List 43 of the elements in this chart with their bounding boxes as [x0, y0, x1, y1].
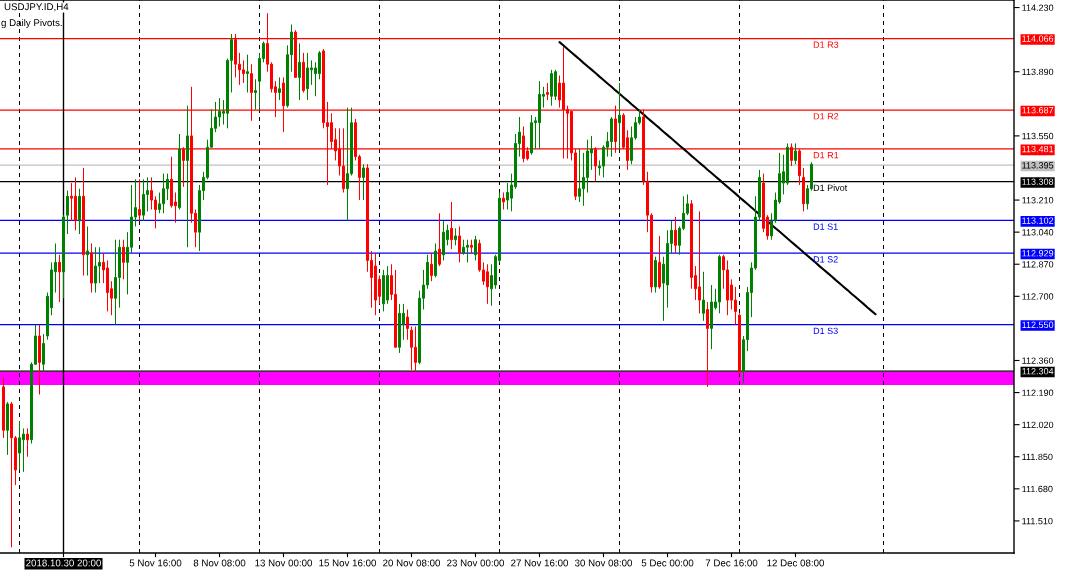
- ref-line-label: D1 R2: [813, 113, 839, 120]
- x-tick-label: 12 Dec 08:00: [767, 559, 825, 567]
- y-tick-label: 111.680: [1022, 485, 1053, 493]
- y-tick-label: 112.360: [1022, 357, 1054, 364]
- y-tick-label: 113.890: [1022, 68, 1054, 76]
- ref-line-label: D1 S1: [813, 223, 838, 230]
- y-tick-label: 112.304: [1022, 368, 1054, 375]
- y-tick-label: 113.395: [1022, 162, 1054, 169]
- ref-line-label: D1 R1: [813, 152, 839, 159]
- y-tick-label: 113.040: [1022, 229, 1054, 236]
- x-tick-label: 7 Dec 16:00: [705, 559, 758, 567]
- x-tick-label: 27 Nov 16:00: [511, 559, 569, 567]
- y-tick-label: 112.020: [1022, 421, 1054, 429]
- y-tick-label: 113.210: [1022, 197, 1054, 204]
- x-tick-label: 2018.10.30 20:00: [26, 559, 101, 567]
- ref-line-label: D1 S3: [813, 327, 838, 335]
- y-tick-label: 113.481: [1022, 145, 1054, 153]
- y-tick-label: 114.066: [1022, 35, 1054, 42]
- x-tick-label: 5 Nov 16:00: [129, 559, 182, 567]
- x-tick-label: 5 Dec 00:00: [641, 559, 694, 567]
- x-tick-label: 13 Nov 00:00: [255, 559, 313, 567]
- ref-line-label: D1 S2: [813, 256, 838, 263]
- ref-line-label: D1 R3: [813, 41, 839, 48]
- y-tick-label: 112.700: [1022, 293, 1054, 300]
- y-tick-label: 111.850: [1022, 453, 1053, 461]
- y-tick-label: 112.550: [1022, 321, 1054, 328]
- y-tick-label: 113.308: [1022, 178, 1054, 185]
- x-tick-label: 30 Nov 08:00: [574, 559, 633, 567]
- y-tick-label: 111.510: [1022, 517, 1053, 525]
- ref-line-label: D1 Pivot: [813, 184, 848, 191]
- text: g Daily Pivots.: [1, 19, 62, 29]
- y-tick-label: 112.870: [1022, 261, 1054, 268]
- y-tick-label: 113.550: [1022, 132, 1054, 140]
- x-tick-label: 15 Nov 16:00: [319, 559, 377, 567]
- x-tick-label: 23 Nov 00:00: [447, 559, 505, 567]
- chart-title: USDJPY.ID,H4: [4, 3, 69, 12]
- y-tick-label: 114.230: [1022, 4, 1054, 11]
- x-tick-label: 20 Nov 08:00: [383, 559, 441, 567]
- y-tick-label: 113.687: [1022, 107, 1054, 114]
- y-tick-label: 113.102: [1022, 217, 1054, 224]
- y-tick-label: 112.190: [1022, 389, 1054, 396]
- x-tick-label: 8 Nov 08:00: [193, 559, 246, 567]
- y-tick-label: 112.929: [1022, 250, 1054, 257]
